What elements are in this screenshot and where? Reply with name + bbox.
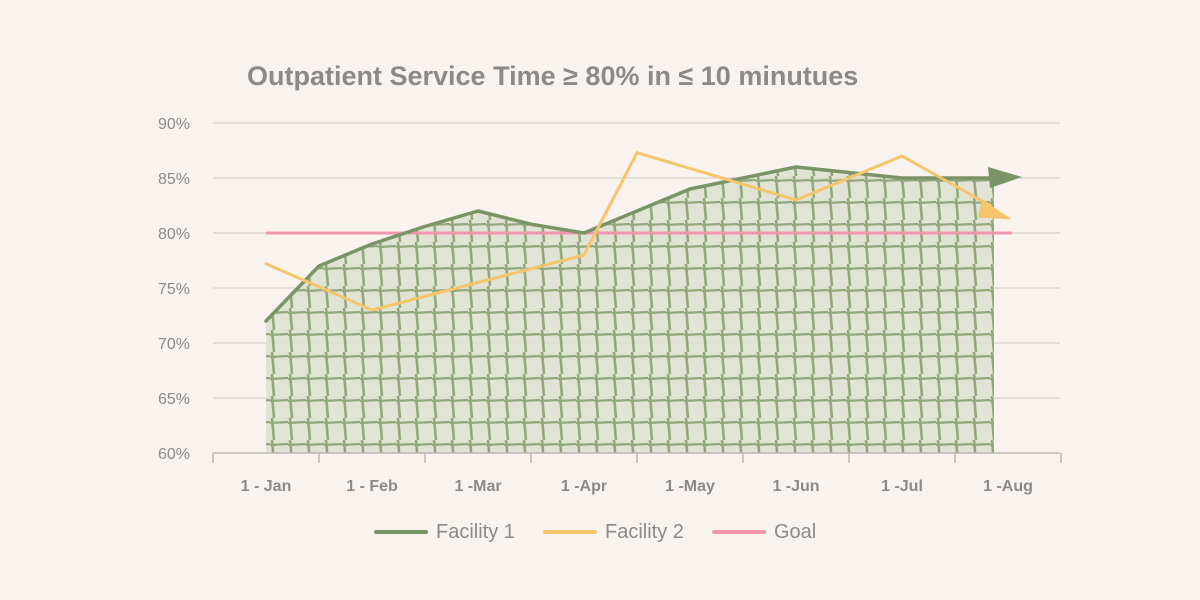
x-tick-label: 1 -Apr [561, 478, 607, 495]
y-tick-label: 65% [158, 391, 190, 408]
legend-label: Facility 1 [436, 521, 515, 543]
y-tick-label: 80% [158, 226, 190, 243]
x-tick-label: 1 -May [665, 478, 715, 495]
legend-label: Facility 2 [605, 521, 684, 543]
y-tick-label: 75% [158, 281, 190, 298]
y-tick-label: 60% [158, 446, 190, 463]
facility-1-area [266, 167, 994, 453]
legend: Facility 1 Facility 2 Goal [374, 521, 816, 543]
facility-1-line [264, 165, 996, 323]
facility-1-area-fill [266, 167, 994, 453]
x-tick-label: 1 -Mar [454, 478, 501, 495]
series-lines [264, 151, 1022, 323]
x-tick-label: 1 - Feb [346, 478, 398, 495]
x-tick-label: 1 - Jan [241, 478, 292, 495]
x-tick-label: 1 -Jul [881, 478, 923, 495]
y-tick-label: 85% [158, 171, 190, 188]
x-tick-labels: 1 - Jan 1 - Feb 1 -Mar 1 -Apr 1 -May 1 -Jun 1 … [241, 478, 1033, 495]
legend-label: Goal [774, 521, 816, 543]
y-tick-label: 90% [158, 116, 190, 133]
x-tick-label: 1 -Aug [983, 478, 1033, 495]
facility-2-line [264, 151, 992, 312]
x-tick-label: 1 -Jun [772, 478, 819, 495]
chart-title: Outpatient Service Time ≥ 80% in ≤ 10 mi… [247, 61, 858, 91]
facility-1-arrowhead [988, 167, 1022, 188]
y-tick-label: 70% [158, 336, 190, 353]
y-tick-labels: 60% 65% 70% 75% 80% 85% 90% [158, 116, 190, 463]
facility-2-arrowhead [978, 199, 1012, 220]
x-axis [212, 452, 1062, 463]
